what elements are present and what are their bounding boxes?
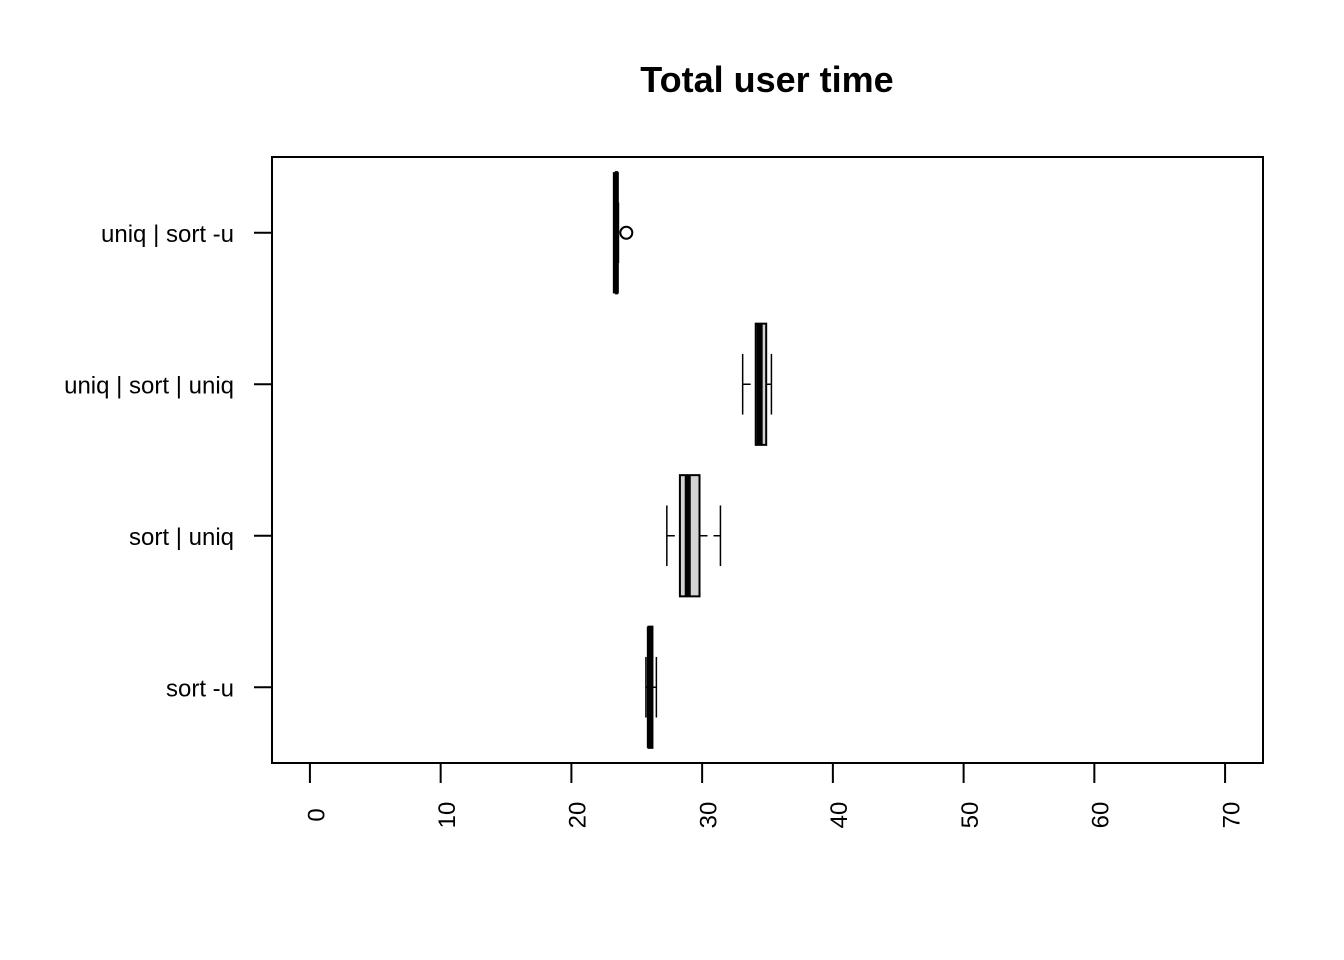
x-tick-label: 40 xyxy=(826,802,853,829)
outlier-point xyxy=(619,225,634,240)
plot-frame xyxy=(271,156,1264,764)
y-axis: sort -u sort | uniq uniq | sort | uniq uniq… xyxy=(64,221,272,702)
x-tick-label: 20 xyxy=(565,802,592,829)
boxes xyxy=(612,171,773,749)
box-uniq-sort-uniq xyxy=(741,322,773,446)
y-tick-label: sort | uniq xyxy=(129,524,234,551)
y-tick-label: uniq | sort | uniq xyxy=(64,372,234,399)
x-tick-label: 10 xyxy=(434,802,461,829)
x-tick-label: 70 xyxy=(1218,802,1245,829)
box-sort-u xyxy=(645,625,658,749)
x-tick-label: 30 xyxy=(695,802,722,829)
box-sort-uniq xyxy=(666,474,722,598)
x-tick-label: 0 xyxy=(303,808,330,821)
chart-title: Total user time xyxy=(640,59,893,100)
x-tick-label: 50 xyxy=(957,802,984,829)
x-axis: 0 10 20 30 40 50 60 70 xyxy=(303,762,1245,829)
y-tick-label: uniq | sort -u xyxy=(101,221,234,248)
x-tick-label: 60 xyxy=(1088,802,1115,829)
y-tick-label: sort -u xyxy=(166,675,234,702)
box-uniq-sort-u xyxy=(612,171,634,295)
